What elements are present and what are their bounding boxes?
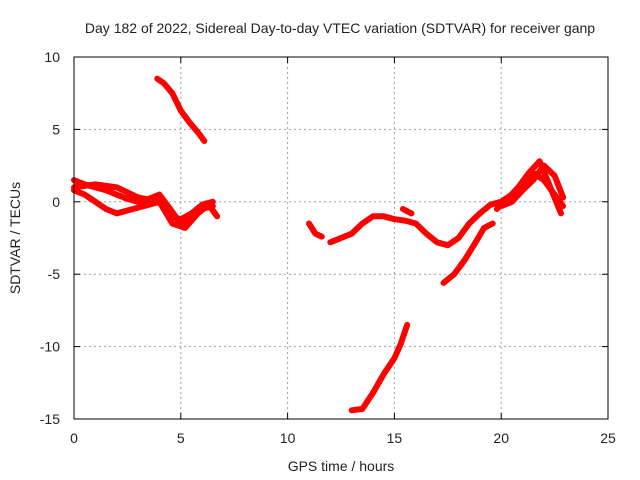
- series-segment-8: [348, 321, 411, 414]
- y-tick-label: -15: [40, 411, 60, 427]
- series-segment-11: [498, 162, 567, 210]
- y-tick-label: 0: [52, 194, 60, 210]
- series-segment-9: [440, 220, 496, 286]
- series-segment-4: [154, 75, 208, 144]
- plot-series: [71, 75, 567, 414]
- series-segment-2: [71, 187, 216, 223]
- tick-labels: 0 5 10 15 20 25 -15 -10 -5 0 5 10: [40, 49, 616, 446]
- series-segment-3: [71, 181, 221, 231]
- y-axis-label: SDTVAR / TECUs: [7, 182, 23, 294]
- y-tick-label: -10: [40, 339, 60, 355]
- x-tick-label: 15: [387, 430, 403, 446]
- y-tick-label: 10: [44, 49, 60, 65]
- x-tick-label: 20: [493, 430, 509, 446]
- plot-frame: [73, 56, 609, 420]
- y-tick-label: 5: [52, 121, 60, 137]
- axis-ticks: [73, 56, 609, 420]
- x-tick-label: 0: [70, 430, 78, 446]
- grid-lines: [74, 57, 608, 419]
- series-segment-10: [493, 158, 564, 217]
- series-segment-5: [306, 220, 325, 240]
- y-tick-label: -5: [48, 266, 61, 282]
- x-tick-label: 10: [280, 430, 296, 446]
- x-axis-label: GPS time / hours: [288, 458, 395, 474]
- x-tick-label: 25: [600, 430, 616, 446]
- series-segment-7: [399, 206, 415, 217]
- chart-title: Day 182 of 2022, Sidereal Day-to-day VTE…: [85, 20, 595, 36]
- x-tick-label: 5: [177, 430, 185, 446]
